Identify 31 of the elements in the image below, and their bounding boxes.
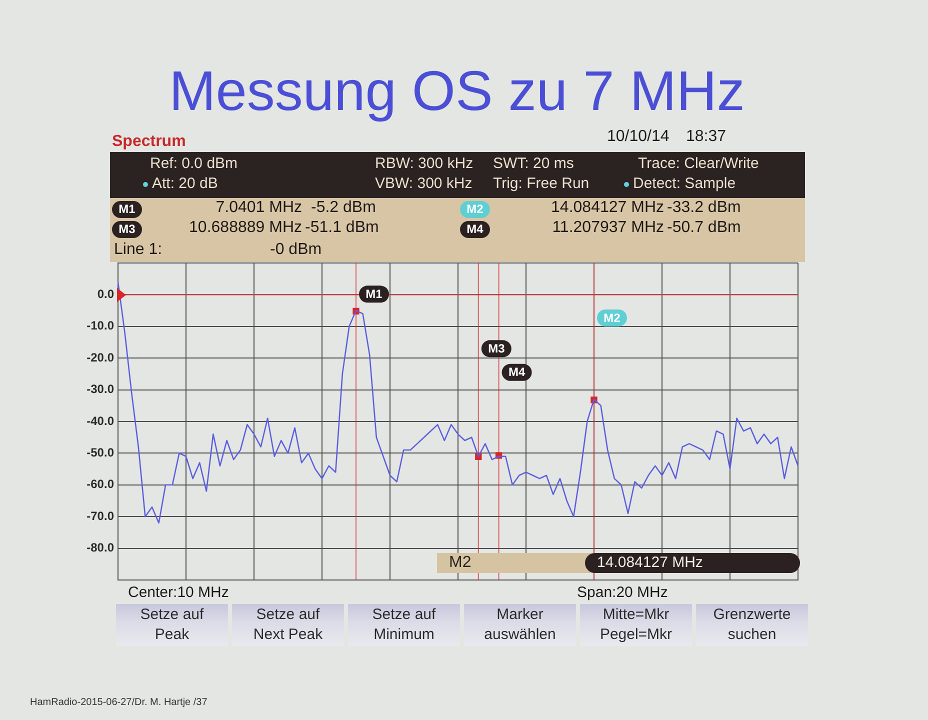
annotation: M1 bbox=[366, 286, 383, 301]
readout-field: M2 14.084127 MHz bbox=[437, 553, 800, 573]
marker-table-panel: M1 7.0401 MHz -5.2 dBm M2 14.084127 MHz -33.2 dBm M3 10.688889 MHz -51.1 dBm M4 11.207937 MHz -50.7 dBm Line 1: -0 dBm bbox=[110, 198, 805, 262]
y-tick-label: -30.0 bbox=[86, 382, 114, 396]
y-tick-label: 0.0 bbox=[97, 287, 114, 302]
annotation: M2 bbox=[604, 310, 621, 325]
softkey-button: Setze auf Next Peak bbox=[232, 604, 344, 646]
annotation: 14.084127 MHz bbox=[597, 554, 703, 571]
softkey-button: Mitte=Mkr Pegel=Mkr bbox=[580, 604, 692, 646]
annotation: M4 bbox=[508, 365, 526, 380]
annotation: M3 bbox=[488, 342, 506, 356]
y-tick-label: -40.0 bbox=[86, 414, 114, 428]
y-tick-label: -50.0 bbox=[86, 446, 114, 460]
chart-title: Messung OS zu 7 MHz bbox=[168, 58, 746, 124]
y-tick-label: -10.0 bbox=[86, 318, 114, 333]
softkey-button: Setze auf Minimum bbox=[348, 604, 460, 646]
header-panel: Ref: 0.0 dBm Att: 20 dB RBW: 300 kHz VBW: 300 kHz SWT: 20 ms Trig: Free Run Trace: Clear/Write Detect: Sample bbox=[110, 152, 805, 198]
y-tick-label: -60.0 bbox=[86, 477, 114, 492]
softkey-button: Grenzwerte suchen bbox=[696, 604, 808, 646]
y-tick-label: -70.0 bbox=[86, 508, 114, 523]
chart-subtitle: Spectrum bbox=[112, 133, 186, 151]
y-tick-label: -80.0 bbox=[86, 540, 114, 555]
text: 10/10/14 bbox=[607, 128, 670, 146]
text: Span:20 MHz bbox=[577, 584, 668, 601]
text: Center:10 MHz bbox=[128, 584, 229, 601]
y-tick-label: -20.0 bbox=[86, 350, 114, 364]
annotation: M2 bbox=[449, 554, 472, 572]
softkey-button: Setze auf Peak bbox=[116, 604, 228, 646]
text: HamRadio-2015-06-27/Dr. M. Hartje /37 bbox=[30, 697, 208, 708]
text: 18:37 bbox=[686, 128, 726, 146]
softkey-button: Marker auswählen bbox=[464, 604, 576, 646]
